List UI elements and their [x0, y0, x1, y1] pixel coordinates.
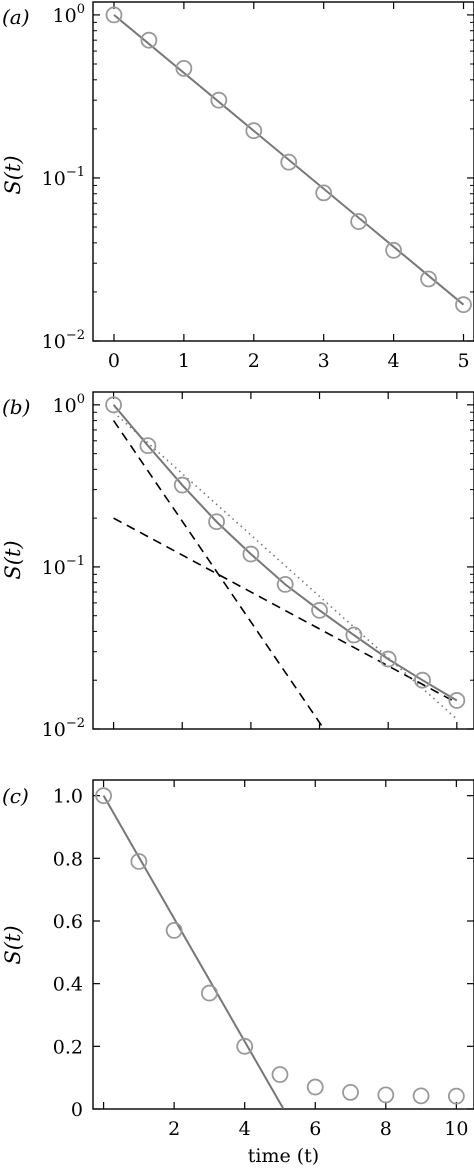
data-point — [350, 213, 368, 230]
x-tick-label: 4 — [388, 350, 400, 372]
y-tick-label: 10−1 — [42, 554, 85, 579]
data-point — [242, 545, 260, 563]
y-tick-label: 100 — [53, 392, 85, 417]
series-line-solid — [113, 14, 465, 306]
x-tick-label: 2 — [168, 1118, 180, 1140]
panel-b: 100 10−1 10−2 (b) S(t) — [1, 391, 474, 741]
y-tick-label: 10−2 — [42, 328, 85, 353]
data-point — [420, 270, 437, 288]
y-tick-label: 1.0 — [53, 786, 83, 808]
data-point — [175, 59, 193, 77]
x-tick-label: 2 — [248, 350, 260, 372]
axes-frame — [92, 779, 474, 1110]
data-point — [280, 153, 298, 171]
y-tick-label: 0.2 — [53, 1036, 83, 1058]
data-point — [139, 437, 157, 455]
x-tick-label: 1 — [178, 350, 190, 372]
data-point — [130, 853, 148, 870]
y-tick-label: 100 — [53, 2, 85, 27]
data-point — [455, 296, 472, 314]
x-tick-label: 4 — [239, 1118, 251, 1140]
x-axis-label: time (t) — [248, 1145, 319, 1167]
data-point — [236, 1037, 254, 1055]
data-point — [210, 91, 228, 109]
x-tick-label: 5 — [457, 350, 469, 372]
data-point — [165, 922, 183, 939]
data-point — [311, 601, 328, 619]
y-axis-label: S(t) — [1, 540, 25, 579]
data-point — [345, 626, 363, 644]
data-point — [95, 787, 112, 805]
series-line-dashed — [112, 420, 325, 729]
data-point — [447, 1087, 465, 1105]
panel-label: (c) — [2, 784, 29, 808]
data-point — [271, 1066, 289, 1083]
data-point — [342, 1083, 359, 1101]
series-line-solid — [102, 795, 285, 1109]
data-point — [208, 513, 225, 531]
panel-c: 2 4 6 8 10 0 0.2 0.4 0.6 0.8 1.0 (c) S(t) time (t) — [1, 779, 474, 1167]
data-point — [315, 184, 333, 202]
data-point — [379, 650, 397, 668]
axes-frame — [92, 1, 474, 342]
data-point — [412, 1087, 430, 1105]
data-point — [448, 692, 466, 709]
data-point — [245, 122, 263, 140]
y-tick-label: 10−1 — [42, 165, 85, 190]
data-point — [414, 671, 431, 689]
x-tick-label: 6 — [309, 1118, 321, 1140]
axes-frame — [92, 391, 474, 730]
y-tick-label: 10−2 — [42, 716, 85, 741]
data-point — [276, 576, 294, 593]
panel-label: (b) — [2, 395, 30, 419]
y-tick-label: 0.8 — [53, 848, 83, 870]
series-line-dashed — [113, 517, 458, 704]
data-point — [385, 241, 403, 259]
series-line-solid — [112, 404, 458, 702]
panel-label: (a) — [2, 5, 30, 29]
x-tick-label: 0 — [108, 350, 120, 372]
x-tick-label: 8 — [380, 1118, 392, 1140]
panel-a: 0 1 2 3 4 5 100 10−1 10−2 (a) S(t) — [1, 1, 474, 372]
y-axis-label: S(t) — [1, 155, 25, 194]
data-point — [377, 1086, 395, 1104]
data-point — [140, 31, 158, 49]
data-point — [201, 984, 218, 1002]
y-tick-label: 0.4 — [53, 974, 83, 996]
x-tick-label: 3 — [318, 350, 330, 372]
data-point — [173, 476, 191, 494]
data-point — [306, 1078, 324, 1096]
data-point — [105, 6, 123, 24]
data-point — [105, 396, 122, 414]
y-tick-label: 0.6 — [53, 911, 83, 933]
y-axis-label: S(t) — [1, 925, 25, 964]
x-tick-label: 10 — [444, 1118, 468, 1140]
y-tick-label: 0 — [71, 1099, 83, 1121]
